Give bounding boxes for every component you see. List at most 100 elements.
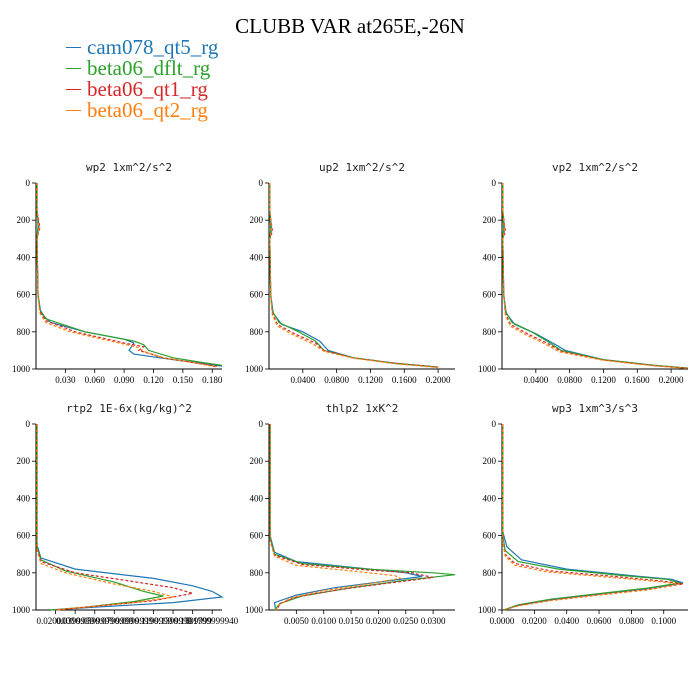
y-tick-label: 1000 bbox=[12, 605, 31, 615]
y-tick-label: 200 bbox=[483, 456, 497, 466]
series-line bbox=[269, 183, 439, 368]
x-tick-label: 0.0200000 bbox=[36, 616, 75, 626]
legend-swatch bbox=[66, 68, 81, 69]
series-line bbox=[502, 183, 689, 369]
legend-label: beta06_qt1_rg bbox=[87, 77, 208, 101]
x-tick-label: 0.090 bbox=[114, 375, 135, 385]
x-tick-label: 0.180 bbox=[202, 375, 223, 385]
x-tick-label: 0.0400 bbox=[290, 375, 315, 385]
y-tick-label: 600 bbox=[17, 290, 31, 300]
y-tick-label: 1000 bbox=[245, 605, 264, 615]
x-tick-label: 0.1199999 bbox=[135, 616, 173, 626]
x-tick-label: 0.1200 bbox=[591, 375, 616, 385]
y-tick-label: 200 bbox=[250, 456, 264, 466]
panel-title: thlp2 1xK^2 bbox=[326, 402, 399, 415]
x-tick-label: 0.0399999 bbox=[56, 616, 95, 626]
series-line bbox=[502, 424, 681, 611]
y-tick-label: 0 bbox=[26, 178, 31, 188]
y-tick-label: 800 bbox=[250, 568, 264, 578]
x-tick-label: 0.1799999940 bbox=[186, 616, 238, 626]
y-tick-label: 600 bbox=[17, 531, 31, 541]
y-tick-label: 800 bbox=[483, 327, 497, 337]
x-tick-label: 0.120 bbox=[143, 375, 164, 385]
y-tick-label: 200 bbox=[483, 215, 497, 225]
x-tick-label: 0.0800 bbox=[324, 375, 349, 385]
x-tick-label: 0.0599999 bbox=[76, 616, 115, 626]
legend-label: beta06_dflt_rg bbox=[87, 56, 211, 80]
y-tick-label: 600 bbox=[250, 290, 264, 300]
y-tick-label: 0 bbox=[26, 419, 31, 429]
x-tick-label: 0.2000 bbox=[426, 375, 451, 385]
y-tick-label: 600 bbox=[483, 531, 497, 541]
y-tick-label: 1000 bbox=[12, 364, 31, 374]
x-tick-label: 0.1600 bbox=[392, 375, 417, 385]
x-tick-label: 0.0600 bbox=[587, 616, 612, 626]
x-tick-label: 0.0200 bbox=[522, 616, 547, 626]
legend-swatch bbox=[66, 110, 81, 111]
y-tick-label: 800 bbox=[483, 568, 497, 578]
series-line bbox=[269, 424, 403, 611]
y-tick-label: 400 bbox=[250, 252, 264, 262]
y-tick-label: 400 bbox=[250, 493, 264, 503]
series-line bbox=[502, 183, 689, 369]
series-line bbox=[36, 424, 164, 611]
x-tick-label: 0.1200 bbox=[358, 375, 383, 385]
y-tick-label: 200 bbox=[17, 215, 31, 225]
series-line bbox=[269, 183, 439, 368]
x-tick-label: 0.0100 bbox=[311, 616, 336, 626]
legend-swatch bbox=[66, 47, 81, 48]
series-line bbox=[269, 183, 439, 368]
series-line bbox=[502, 424, 681, 611]
y-tick-label: 1000 bbox=[478, 605, 497, 615]
legend-item: beta06_dflt_rg bbox=[66, 58, 218, 79]
y-tick-label: 200 bbox=[250, 215, 264, 225]
y-tick-label: 800 bbox=[17, 327, 31, 337]
legend: cam078_qt5_rg beta06_dflt_rg beta06_qt1_… bbox=[66, 37, 218, 121]
series-line bbox=[36, 183, 223, 366]
y-tick-label: 800 bbox=[250, 327, 264, 337]
legend-item: beta06_qt1_rg bbox=[66, 79, 218, 100]
y-tick-label: 200 bbox=[17, 456, 31, 466]
series-line bbox=[269, 424, 434, 611]
x-tick-label: 0.0050 bbox=[284, 616, 309, 626]
x-tick-label: 0.2000 bbox=[659, 375, 684, 385]
x-tick-label: 0.0999999 bbox=[115, 616, 154, 626]
x-tick-label: 0.0800 bbox=[619, 616, 644, 626]
series-line bbox=[502, 183, 689, 369]
x-tick-label: 0.1000 bbox=[651, 616, 676, 626]
series-line bbox=[36, 183, 223, 367]
x-tick-label: 0.0400 bbox=[554, 616, 579, 626]
x-tick-label: 0.0300 bbox=[421, 616, 446, 626]
series-line bbox=[502, 424, 684, 611]
y-tick-label: 0 bbox=[259, 419, 264, 429]
legend-item: cam078_qt5_rg bbox=[66, 37, 218, 58]
x-tick-label: 0.150 bbox=[173, 375, 194, 385]
x-tick-label: 0.0400 bbox=[523, 375, 548, 385]
series-line bbox=[269, 183, 439, 369]
panel-title: wp2 1xm^2/s^2 bbox=[86, 161, 172, 174]
y-tick-label: 400 bbox=[483, 493, 497, 503]
series-line bbox=[36, 424, 174, 611]
x-tick-label: 0.0800 bbox=[557, 375, 582, 385]
series-line bbox=[36, 183, 218, 368]
x-tick-label: 0.0200 bbox=[366, 616, 391, 626]
legend-swatch bbox=[66, 89, 81, 90]
y-tick-label: 400 bbox=[17, 252, 31, 262]
x-tick-label: 0.0150 bbox=[339, 616, 364, 626]
series-line bbox=[36, 424, 224, 611]
x-tick-label: 0.1399999 bbox=[154, 616, 193, 626]
panel-title: up2 1xm^2/s^2 bbox=[319, 161, 405, 174]
panel-title: rtp2 1E-6x(kg/kg)^2 bbox=[66, 402, 192, 415]
panel-title: vp2 1xm^2/s^2 bbox=[552, 161, 638, 174]
y-tick-label: 0 bbox=[492, 419, 497, 429]
x-tick-label: 0.060 bbox=[85, 375, 106, 385]
y-tick-label: 400 bbox=[17, 493, 31, 503]
y-tick-label: 1000 bbox=[245, 364, 264, 374]
y-tick-label: 600 bbox=[250, 531, 264, 541]
series-line bbox=[502, 424, 684, 611]
legend-label: beta06_qt2_rg bbox=[87, 98, 208, 122]
panel-title: wp3 1xm^3/s^3 bbox=[552, 402, 638, 415]
page-title: CLUBB VAR at265E,-26N bbox=[235, 14, 465, 38]
y-tick-label: 1000 bbox=[478, 364, 497, 374]
